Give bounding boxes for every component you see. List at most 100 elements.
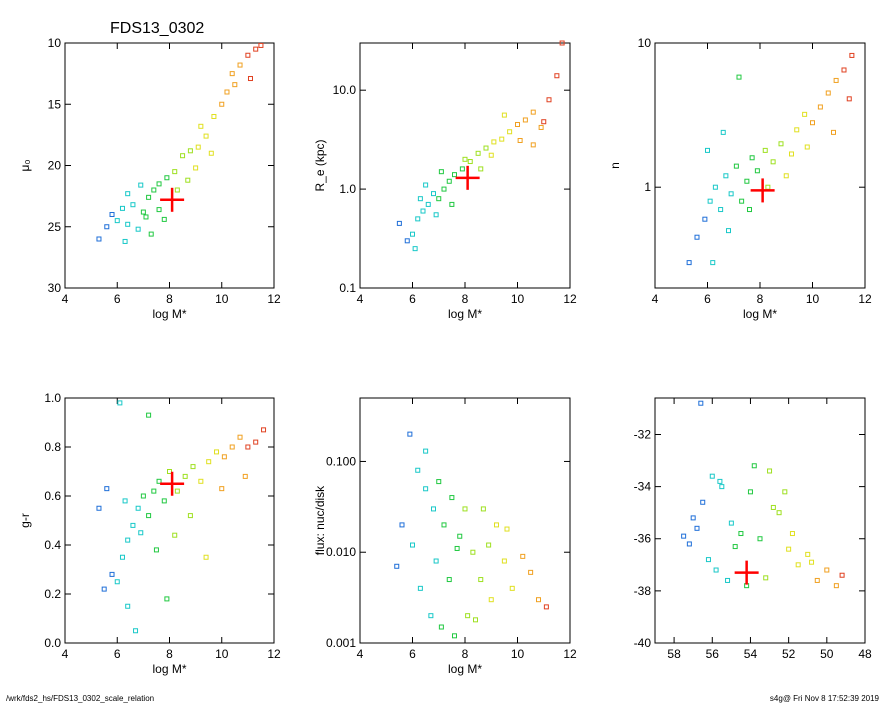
data-point <box>253 46 259 52</box>
data-point <box>221 454 227 460</box>
data-point <box>546 97 552 103</box>
data-point <box>125 221 131 227</box>
data-point <box>133 628 139 634</box>
data-point <box>156 207 162 213</box>
data-point <box>187 148 193 154</box>
data-point <box>146 412 152 418</box>
data-point <box>109 571 115 577</box>
data-point <box>185 177 191 183</box>
data-point <box>433 212 439 218</box>
data-point <box>164 175 170 181</box>
data-point <box>394 563 400 569</box>
y-axis-label: flux: nuc/disk <box>313 485 327 555</box>
data-point <box>507 129 513 135</box>
y-axis-label: μ₀ <box>18 160 32 172</box>
y-tick-label: 20 <box>48 159 62 173</box>
y-tick-label: 0.010 <box>326 545 356 559</box>
data-point <box>396 220 402 226</box>
x-tick-label: 54 <box>744 647 758 661</box>
y-tick-label: 1.0 <box>44 391 61 405</box>
data-point <box>751 463 757 469</box>
data-point <box>491 139 497 145</box>
data-point <box>541 119 547 125</box>
data-point <box>536 597 541 603</box>
data-point <box>817 104 823 110</box>
data-point <box>522 117 528 123</box>
y-tick-label: 25 <box>48 220 62 234</box>
data-point <box>109 212 115 217</box>
data-point <box>725 577 731 583</box>
data-point <box>114 218 120 224</box>
data-point <box>449 495 455 501</box>
plot-frame <box>654 397 866 644</box>
data-point <box>770 159 776 165</box>
data-point <box>130 522 136 528</box>
data-point <box>501 558 507 564</box>
data-point <box>723 173 729 179</box>
x-axis-label: log M* <box>152 307 186 321</box>
data-point <box>467 159 473 165</box>
data-point <box>717 478 723 484</box>
data-point <box>833 583 839 589</box>
data-point <box>530 142 536 148</box>
data-point <box>187 513 193 519</box>
data-point <box>770 504 776 510</box>
footer-timestamp: s4g@ Fri Nov 8 17:52:39 2019 <box>769 694 879 703</box>
data-point <box>258 42 264 48</box>
x-tick-label: 12 <box>267 647 281 661</box>
plot-frame <box>64 42 275 289</box>
x-axis-label: log M* <box>448 307 482 321</box>
data-point <box>198 123 204 129</box>
data-point <box>229 71 235 77</box>
data-point <box>733 163 739 169</box>
data-point <box>247 76 253 82</box>
data-point <box>783 173 789 179</box>
data-point <box>407 431 413 437</box>
x-axis-label: log M* <box>743 307 777 321</box>
data-point <box>765 184 771 190</box>
data-point <box>517 137 523 143</box>
data-point <box>425 201 431 207</box>
footer-path: /wrk/fds2_hs/FDS13_0302_scale_relation <box>6 694 155 703</box>
data-point <box>412 246 418 252</box>
data-point <box>190 464 196 470</box>
plot-frame <box>654 42 866 289</box>
x-tick-label: 10 <box>511 292 525 306</box>
data-point <box>224 89 230 95</box>
data-point <box>528 569 534 575</box>
data-point <box>146 513 152 519</box>
data-point <box>219 101 225 107</box>
data-point <box>810 120 815 126</box>
data-point <box>488 152 494 158</box>
data-point <box>554 73 560 79</box>
data-point <box>237 434 243 440</box>
data-point <box>415 467 421 473</box>
data-point <box>478 166 484 172</box>
y-tick-label: 0.8 <box>44 440 61 454</box>
x-tick-label: 4 <box>357 292 364 306</box>
data-point <box>789 531 795 537</box>
x-tick-label: 12 <box>563 647 577 661</box>
y-axis-label: g-r <box>18 513 32 528</box>
data-point <box>744 178 750 184</box>
y-tick-label: 10 <box>638 36 652 50</box>
x-tick-label: 50 <box>820 647 834 661</box>
data-point <box>180 153 186 159</box>
data-point <box>206 459 212 465</box>
data-point <box>686 541 692 547</box>
data-point <box>161 216 167 222</box>
data-point <box>428 613 434 619</box>
data-point <box>130 202 136 208</box>
data-point <box>719 484 725 490</box>
data-point <box>804 144 810 150</box>
data-point <box>203 554 209 560</box>
data-point <box>475 150 481 156</box>
data-point <box>747 489 753 495</box>
data-point <box>156 181 162 187</box>
panel-2: 4 6 8 10 12 0.1 1.0 10.0 log M* R_e (kpc) <box>313 40 577 321</box>
data-point <box>135 505 141 511</box>
data-point <box>702 216 708 222</box>
data-point <box>153 547 159 553</box>
data-point <box>488 597 494 603</box>
data-point <box>465 613 471 619</box>
